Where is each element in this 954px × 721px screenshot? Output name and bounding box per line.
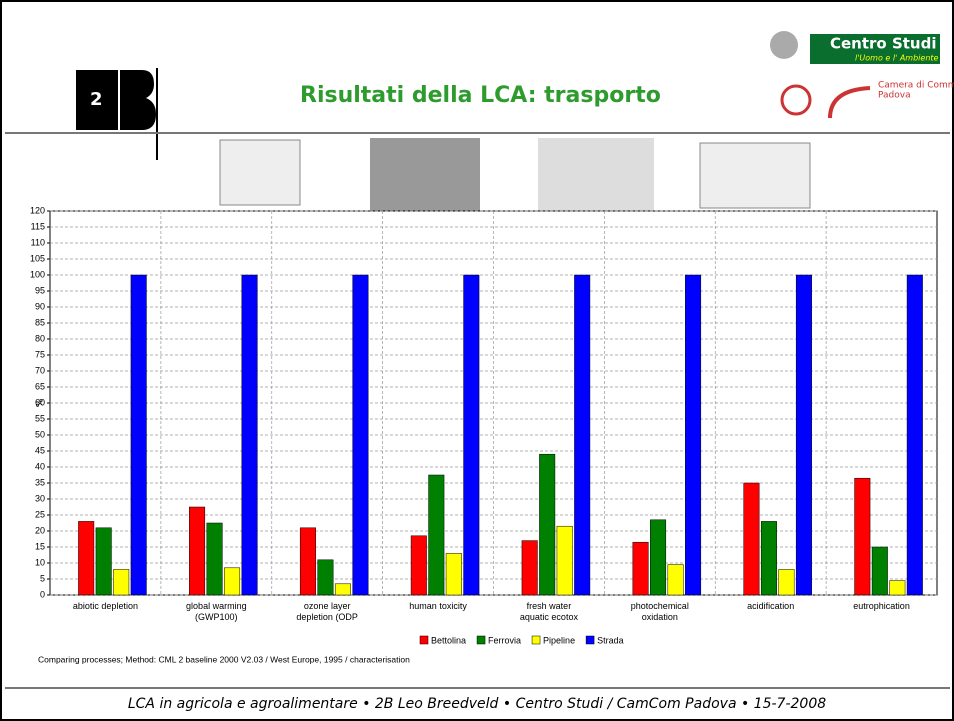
y-tick-label: 110 [31, 237, 45, 247]
bar [446, 553, 462, 595]
y-tick-label: 100 [30, 269, 45, 279]
y-tick-label: 85 [35, 317, 45, 327]
bar [522, 541, 538, 595]
bar [429, 475, 445, 595]
y-tick-label: 25 [35, 509, 45, 519]
footer: LCA in agricola e agroalimentare • 2B Le… [128, 696, 826, 712]
bar [224, 568, 240, 595]
y-tick-label: 95 [35, 285, 45, 295]
bar [650, 520, 666, 595]
bar [300, 528, 316, 595]
bar [96, 528, 112, 595]
x-tick-label: abiotic depletion [50, 601, 160, 612]
y-tick-label: 115 [31, 221, 45, 231]
y-tick-label: 15 [35, 541, 45, 551]
bar [907, 275, 923, 595]
bar [633, 542, 649, 595]
camera-name: Camera di Commercio [878, 81, 954, 91]
y-tick-label: 20 [35, 525, 45, 535]
y-tick-label: 55 [35, 413, 45, 423]
y-tick-label: 10 [35, 557, 45, 567]
bar [796, 275, 812, 595]
train-image [370, 138, 480, 211]
camera-arc [830, 88, 870, 118]
x-tick-label: human toxicity [383, 601, 493, 612]
legend-label: Strada [597, 635, 624, 645]
bar [113, 569, 129, 595]
x-tick-label: acidification [716, 601, 826, 612]
bar [335, 584, 351, 595]
x-tick-label: eutrophication [827, 601, 937, 612]
x-tick-label: ozone layer depletion (ODP [272, 601, 382, 623]
y-tick-label: 50 [35, 429, 45, 439]
y-tick-label: 35 [35, 477, 45, 487]
pipeline-image [538, 138, 654, 211]
bar [464, 275, 480, 595]
bar [539, 454, 555, 595]
legend-label: Pipeline [543, 635, 575, 645]
legend-label: Bettolina [431, 635, 466, 645]
bar [189, 507, 205, 595]
bar [761, 521, 777, 595]
y-tick-label: 60 [35, 397, 45, 407]
y-tick-label: 70 [35, 365, 45, 375]
bar [242, 275, 258, 595]
y-tick-label: 65 [35, 381, 45, 391]
y-tick-label: 75 [35, 349, 45, 359]
logo-b [120, 70, 156, 130]
bar [411, 536, 427, 595]
camera-icon [782, 86, 810, 114]
y-tick-label: 40 [35, 461, 45, 471]
chart: 2 Risultati della LCA: trasporto Centro … [0, 0, 954, 721]
legend-swatch [586, 636, 594, 644]
x-tick-label: fresh water aquatic ecotox [494, 601, 604, 623]
bar [574, 275, 590, 595]
centro-name: Centro Studi [830, 35, 937, 53]
bar [855, 478, 871, 595]
legend-swatch [420, 636, 428, 644]
y-tick-label: 30 [35, 493, 45, 503]
bar [78, 521, 94, 595]
centro-sub: l'Uomo e l' Ambiente [855, 54, 939, 63]
legend-label: Ferrovia [488, 635, 521, 645]
bar [872, 547, 888, 595]
y-tick-label: 0 [40, 589, 45, 599]
bar [207, 523, 223, 595]
bar [890, 581, 906, 595]
bar [557, 526, 573, 595]
legend-swatch [477, 636, 485, 644]
logo-number: 2 [90, 89, 103, 110]
centro-icon [770, 31, 798, 59]
bar [779, 569, 795, 595]
y-tick-label: 5 [40, 573, 45, 583]
x-tick-label: global warming (GWP100) [161, 601, 271, 623]
legend-swatch [532, 636, 540, 644]
truck-image [700, 143, 810, 208]
y-tick-label: 80 [35, 333, 45, 343]
y-tick-label: 120 [30, 205, 45, 215]
y-tick-label: 105 [30, 253, 45, 263]
slide: 2 Risultati della LCA: trasporto Centro … [0, 0, 954, 721]
chart-note: Comparing processes; Method: CML 2 basel… [38, 654, 410, 664]
boat-image [220, 140, 300, 205]
bar [744, 483, 760, 595]
bar [131, 275, 147, 595]
bar [668, 565, 684, 595]
slide-title: Risultati della LCA: trasporto [300, 83, 661, 108]
bar [353, 275, 369, 595]
y-tick-label: 90 [35, 301, 45, 311]
x-tick-label: photochemical oxidation [605, 601, 715, 623]
camera-city: Padova [878, 91, 911, 101]
bar [318, 560, 334, 595]
bar [685, 275, 701, 595]
y-tick-label: 45 [35, 445, 45, 455]
